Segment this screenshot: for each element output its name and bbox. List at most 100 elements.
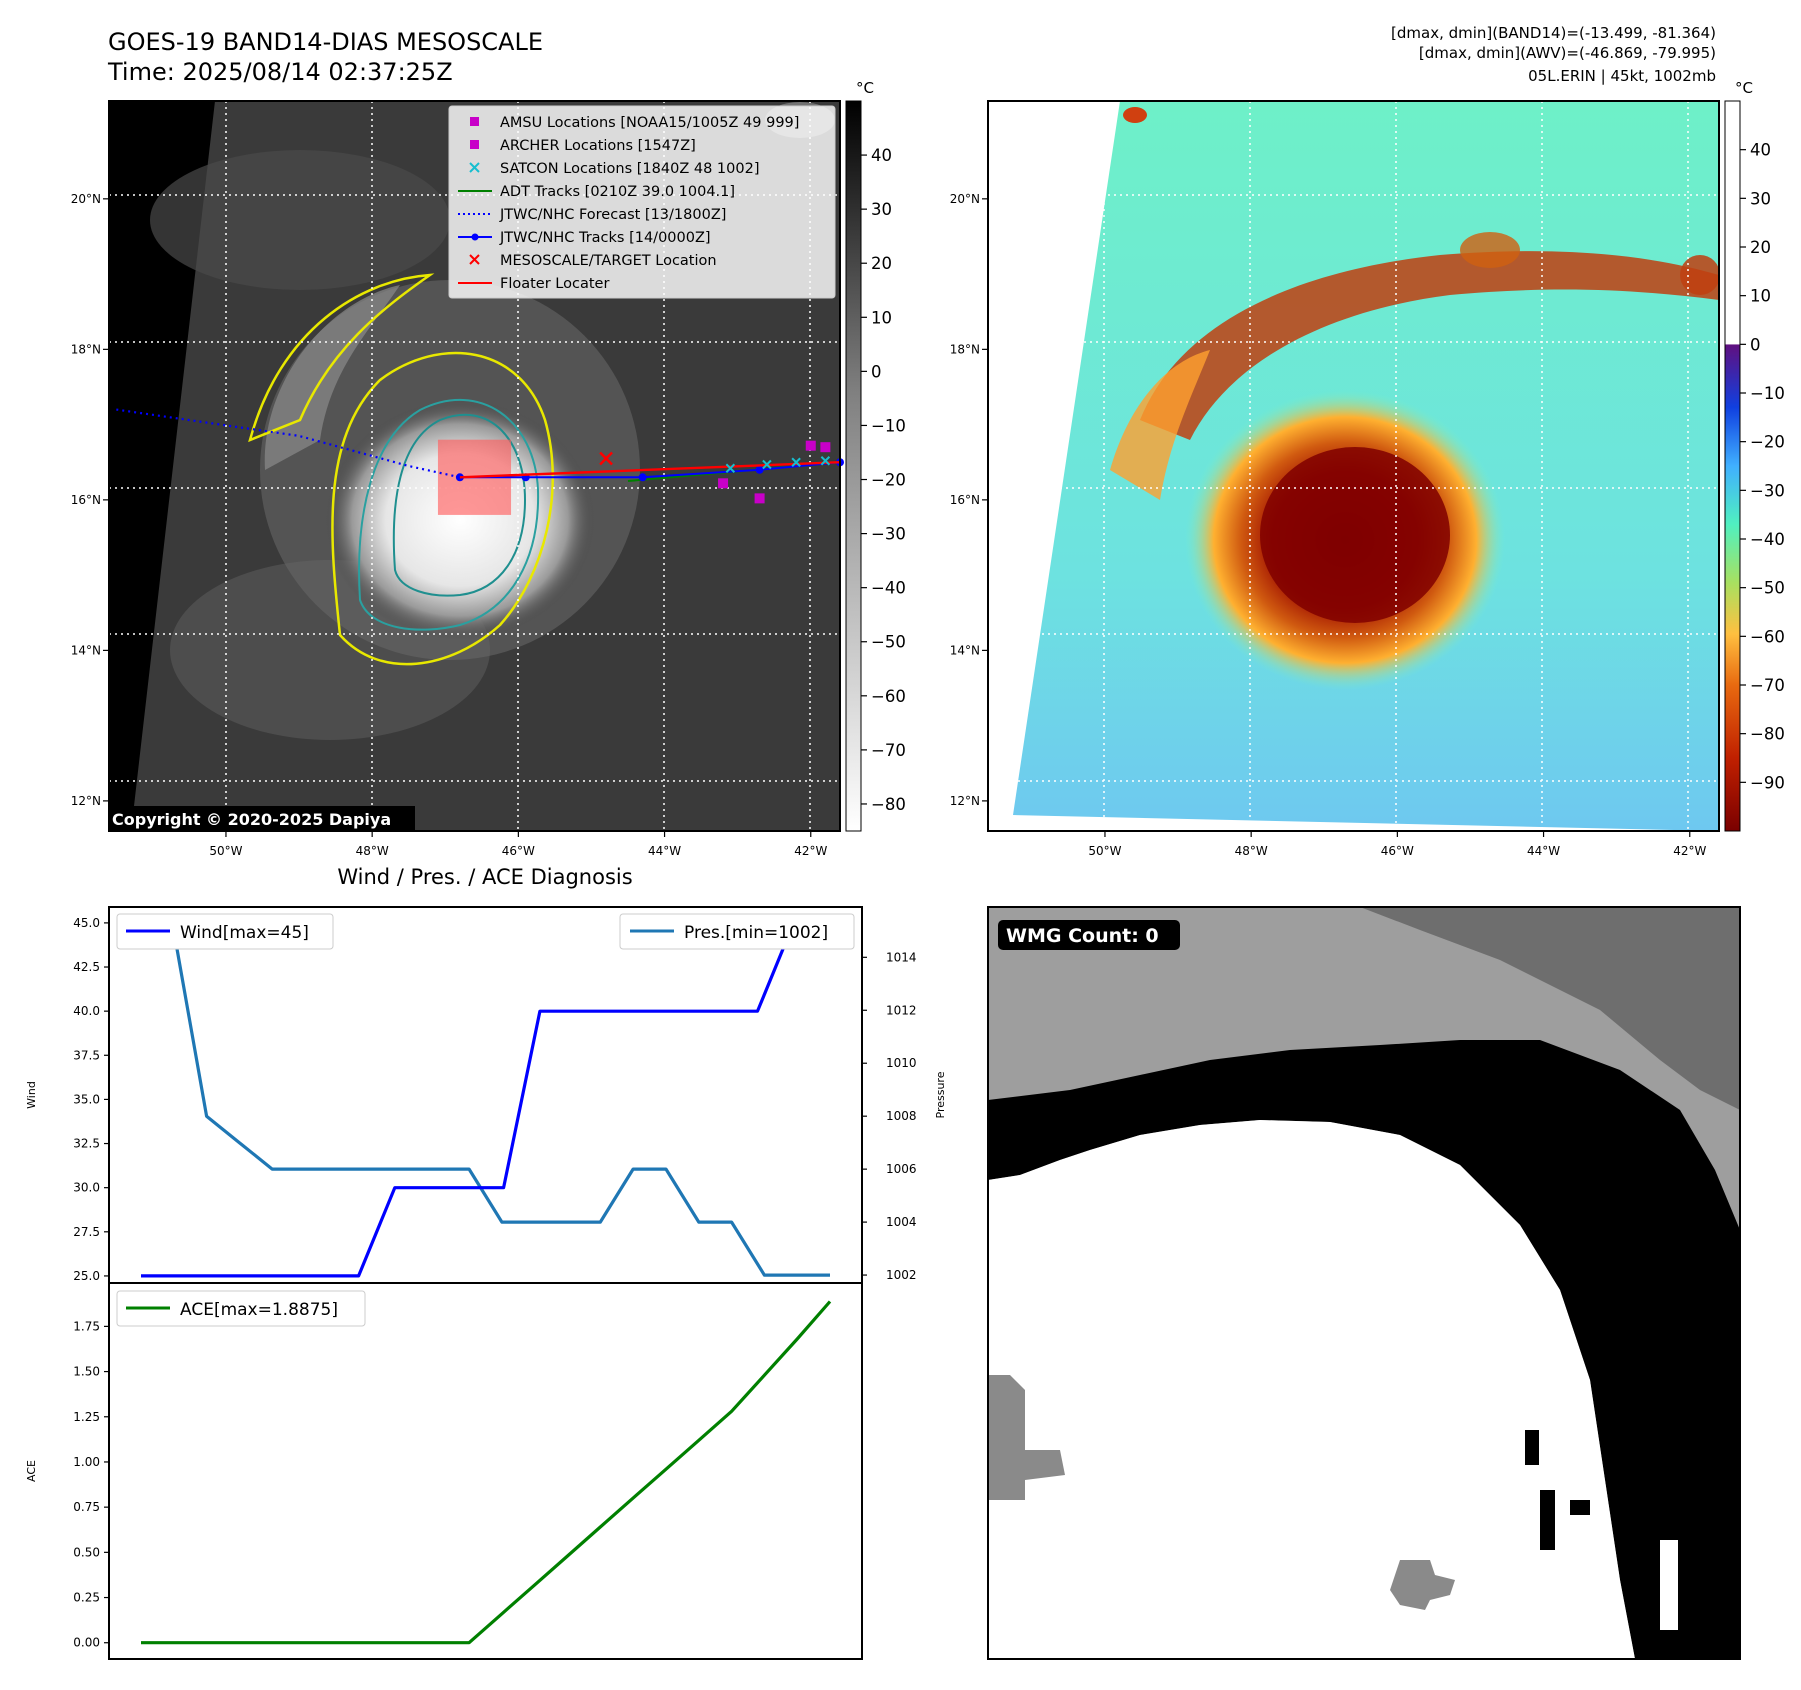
pressure-legend: Pres.[min=1002] [619,913,855,950]
awv-lon-label: 48°W [1235,844,1268,858]
ir-legend-label: ARCHER Locations [1547Z] [500,138,696,154]
pressure-axis-tick-label: 1008 [886,1109,917,1123]
wmg-dark-band [1360,907,1740,1110]
floater-track [459,461,841,479]
legend-square-marker [470,140,479,149]
ir-legend-label: AMSU Locations [NOAA15/1005Z 49 999] [500,115,799,131]
wind-axis-tick-label: 42.5 [73,960,100,974]
wind-legend-label: Wind[max=45] [180,923,309,943]
ir-map-frame [108,100,841,832]
awv-axis-labels: 50°W 48°W 46°W 44°W 42°W 20°N 18°N 16°N 14°N 12°N [950,192,1707,858]
ir-lat-label: 20°N [71,192,101,206]
wind-line [141,921,830,1278]
archer-marker [754,493,765,504]
awv-colorbar: °C 40 30 20 10 0 −10 −20 −30 −40 −50 −60 −70 −80 −90 [1724,79,1785,832]
awv-colorbar-label: 20 [1750,238,1771,257]
legend-x-marker [469,162,480,173]
ir-legend-label: JTWC/NHC Tracks [14/0000Z] [499,230,711,246]
pressure-axis-label: Pressure [934,1071,947,1118]
ir-colorbar-label: −20 [871,471,906,490]
awv-colorbar-unit: °C [1735,79,1753,97]
ace-axis-tick-label: 1.50 [73,1365,100,1379]
awv-colorbar-label: 40 [1750,141,1771,160]
wmg-count-label: WMG Count: 0 [1006,925,1159,947]
legend-square-marker [470,117,479,126]
ace-axis-tick-label: 0.75 [73,1500,100,1514]
awv-colorbar-label: −30 [1750,481,1785,500]
ir-legend-label: ADT Tracks [0210Z 39.0 1004.1] [500,184,735,200]
awv-rainband [1140,251,1719,440]
ir-colorbar-label: 30 [871,200,892,219]
awv-colorbar-label: −20 [1750,433,1785,452]
satcon-marker [725,463,736,473]
wind-axis-tick-label: 30.0 [73,1181,100,1195]
awv-colorbar-label: −60 [1750,627,1785,646]
ir-lon-label: 42°W [794,844,827,858]
ace-line [141,1300,832,1645]
awv-lon-label: 46°W [1381,844,1414,858]
awv-gridlines [988,101,1719,831]
ir-legend-entry: Floater Locater [458,276,609,292]
wind-axis-tick-label: 35.0 [73,1092,100,1106]
wind-axis-tick-label: 25.0 [73,1269,100,1283]
awv-colorbar-label: −40 [1750,530,1785,549]
wmg-gray-patch-left [988,1375,1065,1500]
awv-lat-label: 14°N [950,643,980,657]
ir-legend-entry: SATCON Locations [1840Z 48 1002] [469,161,759,177]
ir-lat-label: 18°N [71,342,101,356]
wind-axis-label: Wind [25,1081,38,1109]
legend-dot [471,233,479,241]
info-awv-range: [dmax, dmin](AWV)=(-46.869, -79.995) [1419,44,1716,62]
wind-axis-tick-label: 32.5 [73,1137,100,1151]
ir-legend-entry: ADT Tracks [0210Z 39.0 1004.1] [458,184,735,200]
ir-colorbar-unit: °C [856,79,874,97]
copyright-text: Copyright © 2020-2025 Dapiya [112,810,391,829]
awv-colorbar-label: −50 [1750,579,1785,598]
ace-axis-tick-label: 1.75 [73,1319,100,1333]
ir-colorbar-label: −60 [871,687,906,706]
ir-lon-label: 48°W [356,844,389,858]
ir-legend-entry: ARCHER Locations [1547Z] [470,138,696,154]
nhc-track-point [755,465,764,474]
wmg-count-badge [998,920,1180,950]
awv-colorbar-label: −80 [1750,725,1785,744]
info-storm: 05L.ERIN | 45kt, 1002mb [1528,67,1716,85]
awv-map-panel [987,100,1720,832]
awv-colorbar-scale [1724,100,1741,832]
awv-colorbar-label: −10 [1750,384,1785,403]
ace-frame [108,1282,863,1660]
ir-legend-entry: JTWC/NHC Tracks [14/0000Z] [458,230,711,246]
awv-lat-label: 16°N [950,493,980,507]
satcon-marker [791,457,801,467]
ir-lat-label: 12°N [71,794,101,808]
wind-axis-tick-label: 45.0 [73,916,100,930]
ir-colorbar-label: −70 [871,741,906,760]
wind-pressure-chart: 25.0 27.5 30.0 32.5 35.0 37.5 40.0 42.5 45.0 1002… [25,906,947,1284]
amsu-marker [805,440,816,451]
ir-colorbar-label: −50 [871,633,906,652]
ir-colorbar-scale [845,100,862,832]
ir-colorbar-label: 0 [871,362,882,381]
awv-colorbar-label: 10 [1750,287,1771,306]
ir-storm-core [325,400,595,640]
copyright-box [109,806,415,831]
pressure-legend-box [619,913,855,950]
awv-colorbar-label: 0 [1750,335,1761,354]
figure-title: GOES-19 BAND14-DIAS MESOSCALE [108,28,543,56]
wmg-black-ring [988,1040,1740,1659]
wmg-eye-region [988,1120,1635,1659]
ir-colorbar-label: −80 [871,795,906,814]
info-band14-range: [dmax, dmin](BAND14)=(-13.499, -81.364) [1391,24,1716,42]
wind-axis-tick-label: 37.5 [73,1048,100,1062]
ir-lon-label: 46°W [502,844,535,858]
pressure-axis-tick-label: 1004 [886,1215,917,1229]
ir-map-panel: AMSU Locations [NOAA15/1005Z 49 999] ARCH… [108,100,844,832]
wind-pressure-frame [108,906,863,1284]
ir-legend-label: JTWC/NHC Forecast [13/1800Z] [499,207,726,223]
pressure-axis-tick-label: 1012 [886,1003,917,1017]
ir-colorbar-label: 20 [871,254,892,273]
wind-axis-tick-label: 40.0 [73,1004,100,1018]
awv-map-frame [987,100,1720,832]
awv-lon-label: 42°W [1673,844,1706,858]
ir-legend: AMSU Locations [NOAA15/1005Z 49 999] ARCH… [448,105,836,299]
